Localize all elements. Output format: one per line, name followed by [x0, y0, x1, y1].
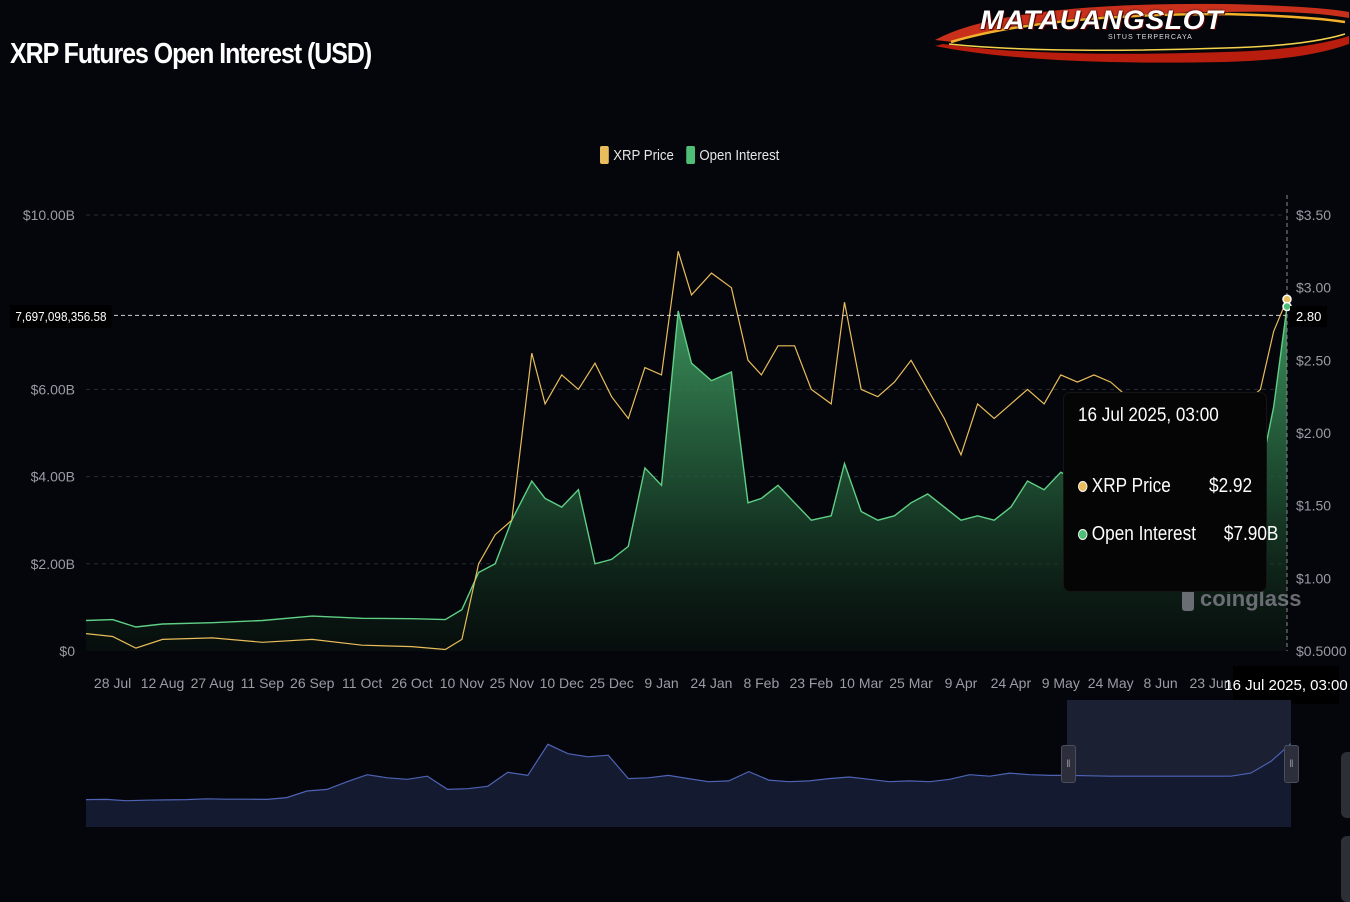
x-tick-label: 25 Nov [490, 675, 534, 691]
side-panel-tab-bottom[interactable] [1341, 836, 1350, 902]
crosshair-right-value: 2.80 [1290, 306, 1328, 327]
x-tick-label: 11 Sep [241, 675, 285, 691]
x-tick-label: 28 Jul [94, 675, 131, 691]
side-panel-tab-top[interactable] [1341, 752, 1350, 818]
open-interest-area [86, 306, 1287, 651]
x-tick-label: 11 Oct [342, 675, 382, 691]
y-right-tick-label: $1.00 [1296, 570, 1331, 586]
x-tick-label: 10 Mar [839, 675, 883, 691]
y-right-tick-label: $0.5000 [1296, 643, 1347, 659]
tooltip-dot-open-interest [1078, 529, 1088, 540]
legend-label-open-interest: Open Interest [699, 146, 780, 164]
x-tick-label: 26 Sep [290, 675, 335, 691]
y-right-tick-label: $3.50 [1296, 207, 1331, 223]
navigator-area [86, 743, 1291, 827]
y-left-tick-label: $2.00B [31, 556, 75, 572]
tooltip-value-xrp-price: $2.92 [1208, 475, 1252, 497]
x-tick-label: 23 Feb [789, 675, 833, 691]
tooltip-label-xrp-price: XRP Price [1091, 475, 1171, 497]
x-tick-label: 9 May [1042, 675, 1080, 691]
tooltip-label-open-interest: Open Interest [1091, 523, 1196, 545]
y-right-tick-label: $2.50 [1296, 352, 1331, 368]
legend-item-open-interest[interactable]: Open Interest [686, 146, 779, 164]
x-tick-label: 24 Apr [991, 675, 1032, 691]
x-tick-label: 26 Oct [391, 675, 432, 691]
tooltip-row-open-interest: Open Interest $7.90B [1078, 523, 1279, 546]
legend: XRP Price Open Interest [600, 146, 779, 164]
x-tick-label: 25 Mar [889, 675, 933, 691]
x-tick-label: 10 Nov [440, 675, 484, 691]
legend-swatch-xrp-price [600, 146, 609, 164]
y-left-tick-label: $10.00B [23, 207, 75, 223]
tooltip: 16 Jul 2025, 03:00 XRP Price $2.92 Open … [1064, 393, 1279, 591]
navigator-right-handle[interactable]: ‖ [1284, 745, 1299, 783]
range-navigator[interactable] [86, 700, 1291, 827]
y-left-tick-label: $4.00B [31, 469, 75, 485]
y-right-tick-label: $2.00 [1296, 425, 1331, 441]
y-right-tick-label: $3.00 [1296, 280, 1331, 296]
coinglass-icon [1182, 587, 1194, 611]
tooltip-row-xrp-price: XRP Price $2.92 [1078, 475, 1252, 498]
x-tick-label: 12 Aug [141, 675, 185, 691]
navigator-left-handle[interactable]: ‖ [1061, 745, 1076, 783]
logo [935, 3, 1349, 63]
tooltip-value-open-interest: $7.90B [1224, 523, 1279, 545]
legend-item-xrp-price[interactable]: XRP Price [600, 146, 674, 164]
tooltip-date: 16 Jul 2025, 03:00 [1078, 405, 1219, 426]
crosshair-date: 16 Jul 2025, 03:00 [1224, 666, 1348, 704]
y-left-tick-label: $0 [59, 643, 75, 659]
tooltip-dot-xrp-price [1078, 481, 1088, 492]
page-title: XRP Futures Open Interest (USD) [10, 38, 372, 70]
legend-swatch-open-interest [686, 146, 695, 164]
navigator-line [86, 743, 1291, 802]
legend-label-xrp-price: XRP Price [613, 146, 674, 164]
logo-text: MATAUANGSLOT [980, 5, 1224, 35]
x-tick-label: 10 Dec [540, 675, 584, 691]
logo-tagline: SITUS TERPERCAYA [1108, 34, 1193, 41]
y-right-tick-label: $1.50 [1296, 498, 1331, 514]
x-tick-label: 23 Jun [1189, 675, 1231, 691]
x-tick-label: 8 Feb [743, 675, 779, 691]
x-tick-label: 25 Dec [589, 675, 633, 691]
x-tick-label: 24 Jan [690, 675, 732, 691]
crosshair-left-value: 7,697,098,356.58 [10, 305, 112, 328]
x-tick-label: 9 Apr [945, 675, 978, 691]
x-tick-label: 24 May [1088, 675, 1134, 691]
y-left-tick-label: $6.00B [31, 381, 75, 397]
x-tick-label: 8 Jun [1143, 675, 1177, 691]
x-tick-label: 27 Aug [191, 675, 235, 691]
x-tick-label: 9 Jan [644, 675, 678, 691]
